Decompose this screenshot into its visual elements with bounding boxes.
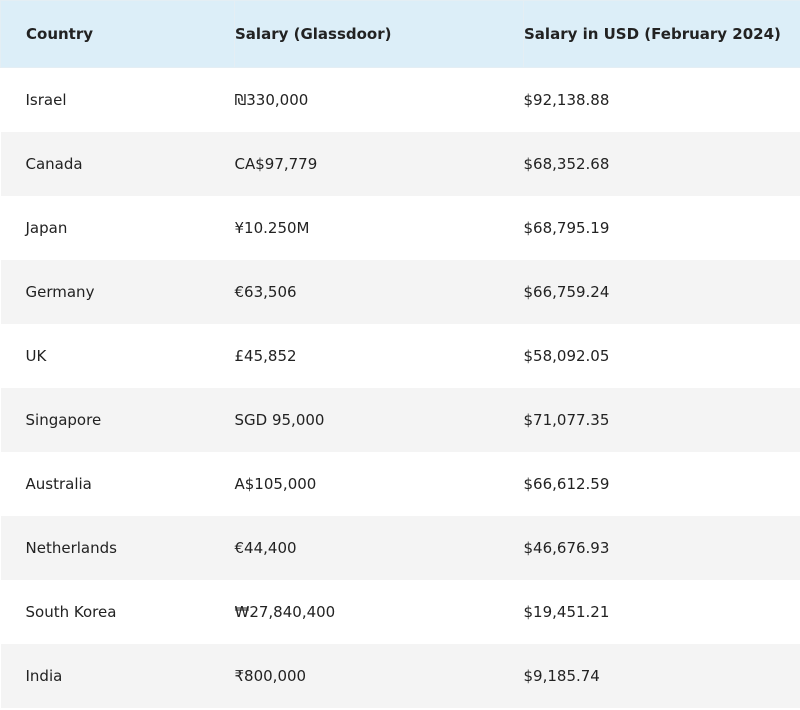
- table-row: UK £45,852 $58,092.05: [1, 324, 800, 388]
- table-cell: UK: [25, 347, 47, 365]
- table-cell: $58,092.05: [523, 347, 610, 365]
- header-row: Country Salary (Glassdoor) Salary in USD (…: [0, 0, 800, 68]
- table-cell: $92,138.88: [523, 91, 610, 109]
- table-cell: £45,852: [234, 347, 297, 365]
- table-row: Germany €63,506 $66,759.24: [0, 260, 800, 324]
- header-cell: Country: [0, 0, 235, 68]
- header-cell: Salary (Glassdoor): [234, 0, 524, 68]
- table-cell: ₩27,840,400: [234, 603, 336, 621]
- table-cell: €44,400: [234, 516, 524, 580]
- table-cell: €63,506: [234, 260, 524, 324]
- table-row: Netherlands €44,400 $46,676.93: [0, 516, 800, 580]
- header-cell: Salary in USD (February 2024): [523, 0, 800, 68]
- table-cell: India: [0, 644, 235, 708]
- table-cell: CA$97,779: [234, 132, 524, 196]
- table-row: Australia A$105,000 $66,612.59: [1, 452, 800, 516]
- table-body: Israel ₪330,000 $92,138.88 Canada CA$97,779 $…: [0, 68, 800, 708]
- table-cell: ₹800,000: [234, 644, 524, 708]
- table-cell: Netherlands: [0, 516, 235, 580]
- table-row: Canada CA$97,779 $68,352.68: [0, 132, 800, 196]
- table-header: Country Salary (Glassdoor) Salary in USD (…: [0, 0, 800, 68]
- table-cell: Japan: [25, 219, 68, 237]
- table-cell: $19,451.21: [523, 603, 610, 621]
- table-cell: Australia: [25, 475, 92, 493]
- table-row: South Korea ₩27,840,400 $19,451.21: [1, 580, 800, 644]
- table-cell: A$105,000: [234, 475, 317, 493]
- table-cell: Singapore: [0, 388, 235, 452]
- table-cell: Israel: [25, 91, 67, 109]
- table-row: Singapore SGD 95,000 $71,077.35: [0, 388, 800, 452]
- table-cell: ¥10.250M: [234, 219, 310, 237]
- table-row: Israel ₪330,000 $92,138.88: [1, 68, 800, 133]
- table-cell: $66,612.59: [523, 475, 610, 493]
- table-row: India ₹800,000 $9,185.74: [0, 644, 800, 708]
- table-cell: South Korea: [25, 603, 117, 621]
- table-cell: $66,759.24: [523, 260, 800, 324]
- table-cell: $9,185.74: [523, 644, 800, 708]
- table-cell: SGD 95,000: [234, 388, 524, 452]
- table-cell: $46,676.93: [523, 516, 800, 580]
- table-cell: $68,352.68: [523, 132, 800, 196]
- table-cell: $68,795.19: [523, 219, 610, 237]
- table-row: Japan ¥10.250M $68,795.19: [1, 196, 800, 260]
- table-cell: $71,077.35: [523, 388, 800, 452]
- table-cell: Germany: [0, 260, 235, 324]
- table-cell: Canada: [0, 132, 235, 196]
- table-cell: ₪330,000: [234, 91, 309, 109]
